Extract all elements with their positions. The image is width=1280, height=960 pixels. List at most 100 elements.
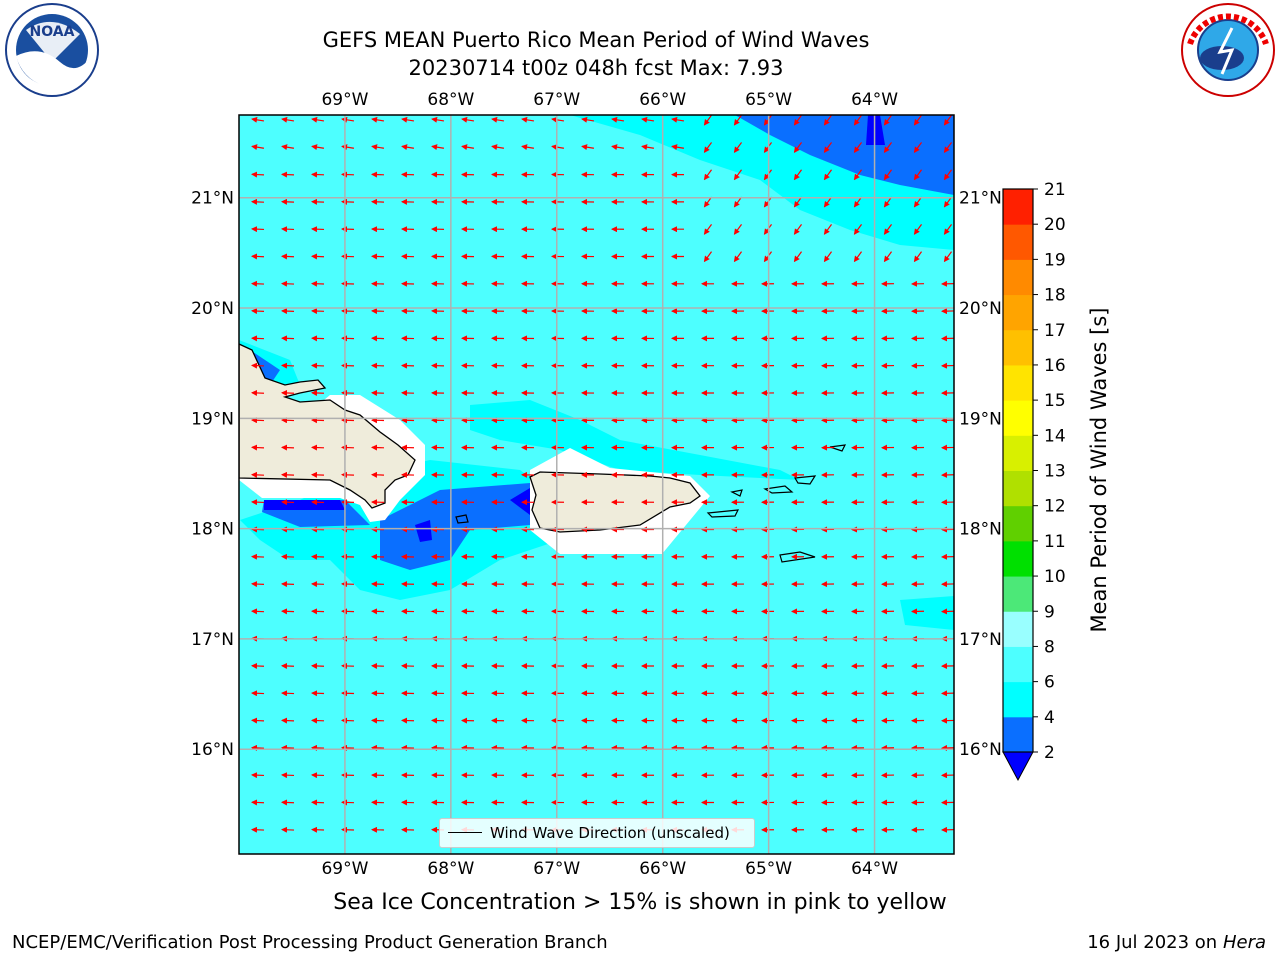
wind-wave-arrow: [251, 280, 265, 287]
colorbar-tick-label: 2: [1044, 743, 1055, 763]
wind-wave-arrow: [853, 251, 863, 263]
wind-wave-arrow: [853, 196, 863, 208]
colorbar-tick-label: 11: [1044, 532, 1066, 552]
colorbar-swatch: [1003, 611, 1033, 647]
wind-wave-arrow: [823, 169, 833, 181]
land-virgin-islands: [763, 485, 794, 494]
wind-wave-arrow: [943, 115, 953, 126]
lon-tick-label-top: 68°W: [427, 90, 474, 110]
wind-wave-arrow: [913, 115, 923, 126]
colorbar-swatch: [1003, 540, 1033, 577]
lon-tick-label-top: 67°W: [533, 90, 580, 110]
lon-tick-label-bottom: 69°W: [321, 859, 368, 879]
wind-wave-arrow: [943, 169, 953, 181]
colorbar-swatch: [1003, 681, 1033, 718]
contour-band-under-north: [866, 115, 885, 145]
wind-wave-arrow: [913, 223, 923, 235]
wind-wave-arrow: [641, 144, 655, 151]
wind-wave-arrow: [251, 308, 265, 315]
contour-band-2s-north: [735, 115, 954, 195]
wind-wave-arrow: [371, 116, 385, 123]
colorbar-tick-label: 19: [1044, 250, 1066, 270]
colorbar-swatch: [1003, 294, 1033, 331]
wind-wave-arrow: [251, 171, 265, 178]
wind-wave-arrow: [341, 116, 355, 123]
noaa-logo: NOAA: [5, 3, 99, 97]
wind-wave-arrow: [793, 115, 803, 126]
wind-wave-arrow: [251, 499, 265, 506]
wind-wave-arrow: [251, 717, 265, 724]
lon-tick-label-top: 69°W: [321, 90, 368, 110]
wind-wave-arrow: [793, 169, 803, 181]
colorbar-tick-label: 15: [1044, 391, 1066, 411]
nws-logo: [1181, 3, 1275, 97]
wind-wave-arrow: [581, 116, 595, 123]
wind-wave-arrow: [311, 144, 325, 151]
land-anegada: [829, 444, 847, 452]
lat-tick-label-left: 21°N: [191, 189, 234, 209]
lat-tick-label-right: 21°N: [959, 189, 1002, 209]
wind-wave-arrow: [251, 799, 265, 806]
wind-wave-arrow: [703, 251, 713, 263]
colorbar-swatch: [1003, 400, 1033, 436]
colorbar-tick-label: 20: [1044, 215, 1066, 235]
wind-wave-arrow: [883, 251, 893, 263]
wind-wave-arrow: [883, 115, 893, 126]
wind-wave-arrow: [251, 471, 265, 478]
wind-wave-arrow: [733, 223, 743, 235]
wind-wave-arrow: [401, 116, 415, 123]
wind-wave-arrow: [793, 196, 803, 208]
wind-wave-arrow: [641, 116, 655, 123]
wind-wave-arrow: [823, 223, 833, 235]
legend-line-swatch: [448, 832, 482, 833]
wind-wave-arrow: [251, 744, 265, 751]
wind-wave-arrow: [853, 115, 863, 126]
lat-tick-label-left: 18°N: [191, 520, 234, 540]
wind-wave-arrow: [733, 196, 743, 208]
contour-band-2s-nw: [250, 350, 280, 385]
colorbar: 2 4 6 8 9 10 11 12 13 14 15 16 17 18 19 20 21 Mean Period…: [1002, 180, 1111, 782]
wind-wave-arrow: [703, 223, 713, 235]
wind-wave-arrow: [251, 417, 265, 424]
footer-date: 16 Jul 2023 on Hera: [1087, 932, 1266, 953]
lat-tick-label-left: 19°N: [191, 409, 234, 429]
lat-tick-label-right: 18°N: [959, 520, 1002, 540]
colorbar-swatch: [1003, 224, 1033, 260]
wind-wave-arrow: [883, 223, 893, 235]
colorbar-swatch: [1003, 189, 1033, 225]
lon-tick-label-top: 65°W: [745, 90, 792, 110]
wind-wave-arrow: [943, 196, 953, 208]
wind-wave-arrow: [461, 144, 475, 151]
wind-wave-arrow: [251, 662, 265, 669]
wind-wave-arrow: [251, 226, 265, 233]
colorbar-tick-label: 14: [1044, 426, 1066, 446]
wind-wave-arrow: [793, 251, 803, 263]
wind-wave-arrow: [703, 169, 713, 181]
wind-wave-arrow: [913, 251, 923, 263]
wind-wave-arrow: [733, 142, 743, 153]
wind-wave-arrow: [431, 116, 445, 123]
colorbar-tick-label: 12: [1044, 497, 1066, 517]
wind-wave-arrow: [281, 116, 295, 123]
wind-wave-arrow: [853, 223, 863, 235]
wind-wave-arrow: [341, 144, 355, 151]
wind-wave-arrow: [431, 144, 445, 151]
noaa-logo-text: NOAA: [30, 24, 75, 40]
wind-wave-arrow: [251, 335, 265, 342]
colorbar-tick-label: 21: [1044, 180, 1066, 200]
colorbar-tick-label: 13: [1044, 462, 1066, 482]
colorbar-tick-label: 9: [1044, 602, 1055, 622]
wind-wave-arrow: [853, 142, 863, 153]
map-contents: [239, 115, 954, 854]
wind-wave-arrow: [491, 116, 505, 123]
colorbar-swatch: [1003, 364, 1033, 401]
wind-wave-arrow: [281, 144, 295, 151]
wind-wave-arrow: [251, 116, 265, 123]
contour-band-under-mona: [510, 488, 530, 515]
wind-wave-arrow: [251, 581, 265, 588]
wind-wave-arrow: [823, 115, 833, 126]
colorbar-tick-label: 4: [1044, 708, 1055, 728]
colorbar-swatch: [1003, 505, 1033, 542]
footer-date-text: 16 Jul 2023 on: [1087, 932, 1223, 953]
